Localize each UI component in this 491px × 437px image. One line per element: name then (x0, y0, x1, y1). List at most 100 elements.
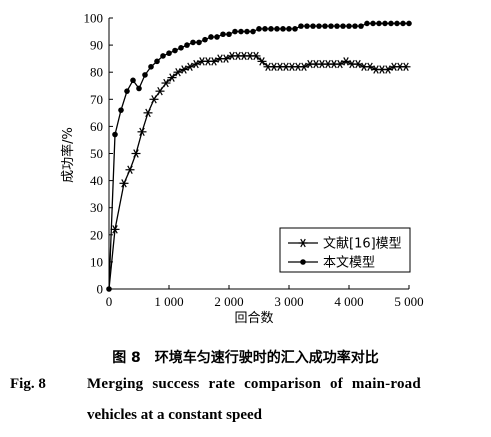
series-2-point (304, 23, 310, 29)
marker-stroke (379, 65, 385, 74)
series-2-point (196, 39, 202, 46)
marker-stroke (307, 59, 313, 69)
series-2-point (190, 39, 196, 46)
series-2-point (232, 28, 238, 35)
y-tick-label: 80 (90, 65, 103, 80)
series-2-point (226, 31, 232, 38)
series-2-point (124, 88, 130, 94)
x-tick-label: 4 000 (334, 294, 363, 309)
marker-stroke (253, 51, 259, 61)
marker-stroke (313, 59, 319, 69)
series-2-point (298, 23, 304, 29)
figure-caption-line-1: Merging success rate comparison of main-… (87, 376, 421, 392)
marker-stroke (361, 62, 367, 71)
series-2-point (364, 20, 370, 27)
series-2-point (184, 42, 190, 48)
x-tick-label: 0 (106, 294, 113, 309)
marker-stroke (349, 59, 355, 69)
marker-stroke (343, 57, 349, 66)
y-tick-label: 70 (90, 92, 103, 107)
series-2-point (166, 50, 172, 57)
series-2-point (328, 23, 334, 29)
series-2-point (322, 23, 328, 29)
y-tick-label: 90 (90, 38, 103, 53)
marker-stroke (300, 238, 306, 248)
series-2-point (286, 26, 292, 32)
series-2-point (106, 286, 112, 292)
series-2-point (274, 26, 280, 32)
figure-caption-line-2: vehicles at a constant speed (87, 407, 262, 423)
chart: 0 10 20 30 40 50 60 70 80 90 100 0 1 000 2 000 3 000 4 … (60, 11, 424, 327)
series-1-point (119, 179, 129, 188)
x-tick-label: 2 000 (214, 294, 243, 309)
marker-stroke (151, 95, 157, 104)
series-1-point (125, 165, 135, 174)
series-2-point (352, 23, 358, 29)
series-2-point (142, 72, 148, 78)
series-2-point (130, 77, 136, 84)
marker-stroke (235, 51, 241, 61)
marker-stroke (271, 62, 277, 71)
marker-stroke (265, 62, 271, 71)
series-2-point (214, 34, 220, 40)
series-2-point (154, 58, 160, 65)
series-1-point (149, 95, 159, 104)
marker-stroke (112, 225, 118, 234)
series-2-point (262, 26, 268, 32)
x-axis-title: 回合数 (234, 311, 273, 326)
series-1-point (257, 57, 267, 66)
y-tick-label: 60 (90, 119, 103, 134)
series-2-point (208, 34, 214, 40)
series-2-point (334, 23, 340, 29)
series-2-point (250, 28, 256, 35)
y-tick-label: 100 (84, 11, 104, 26)
y-tick-label: 10 (90, 254, 103, 269)
marker-stroke (121, 179, 127, 188)
marker-stroke (355, 59, 361, 69)
marker-stroke (319, 59, 325, 69)
marker-stroke (145, 108, 151, 118)
marker-stroke (373, 65, 379, 74)
series-2-point (292, 26, 298, 32)
series-2-point (358, 23, 364, 29)
marker-stroke (247, 51, 253, 61)
series-2-point (244, 28, 250, 35)
series-2-point (400, 20, 406, 27)
series-1-point (167, 73, 177, 82)
marker-stroke (169, 73, 175, 82)
legend-box (279, 227, 411, 273)
figure-caption-chinese: 图 8 环境车匀速行驶时的汇入成功率对比 (112, 350, 379, 366)
series-2-point (406, 20, 412, 27)
series-1-point (161, 78, 171, 88)
series-1-point (143, 108, 153, 118)
series-2-point (136, 85, 142, 92)
legend-label-1: 文献[16]模型 (323, 237, 402, 252)
marker-stroke (139, 127, 145, 137)
marker-stroke (259, 57, 265, 66)
marker-stroke (325, 59, 331, 69)
marker-stroke (283, 62, 289, 71)
series-2-point (112, 131, 118, 138)
y-axis-title: 成功率/% (60, 127, 76, 183)
chart-axes: 0 10 20 30 40 50 60 70 80 90 100 0 1 000 2 000 3 000 4 … (84, 11, 424, 310)
series-2-point (316, 23, 322, 29)
marker-stroke (403, 62, 409, 71)
series-2-point (160, 53, 166, 59)
marker-stroke (391, 62, 397, 71)
marker-stroke (157, 86, 163, 96)
y-tick-label: 20 (90, 227, 103, 242)
y-tick-label: 40 (90, 173, 103, 188)
marker-stroke (229, 51, 235, 61)
marker-stroke (277, 62, 283, 71)
legend-marker-1 (298, 238, 308, 248)
series-2-point (340, 23, 346, 29)
figure-caption-english: Fig. 8 Merging success rate comparison of… (10, 376, 480, 393)
series-1-point (251, 51, 261, 61)
series-2-point (310, 23, 316, 29)
chart-plot-area (106, 20, 412, 292)
series-2-point (370, 20, 376, 27)
series-2-point (346, 23, 352, 29)
x-tick-label: 3 000 (274, 294, 303, 309)
series-2-point (388, 20, 394, 27)
series-2-point (256, 26, 262, 32)
